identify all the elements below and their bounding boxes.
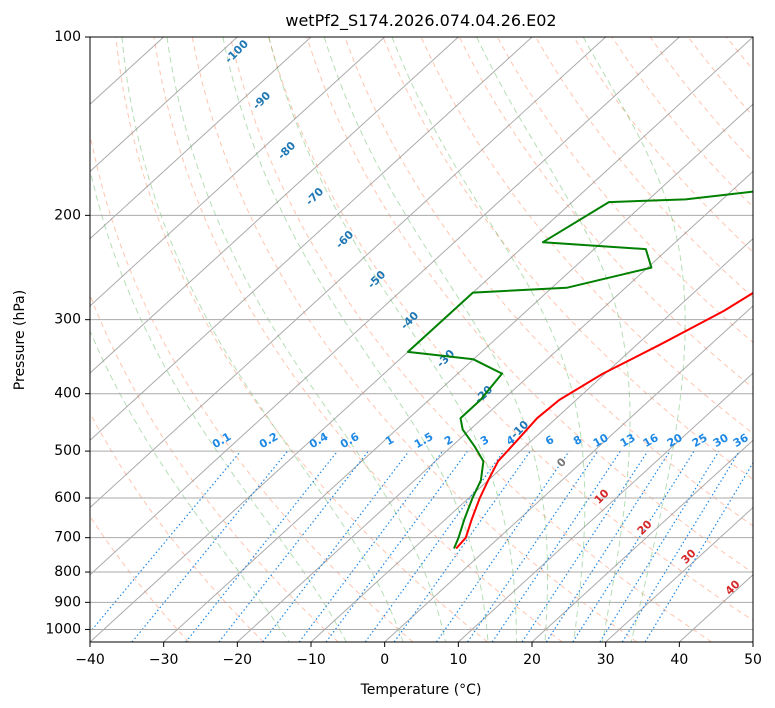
dry-adiabat (153, 37, 563, 642)
moist-adiabat (476, 37, 631, 642)
isotherm-line (752, 641, 753, 642)
mixing-ratio-line (393, 450, 531, 642)
isotherm-line (310, 237, 753, 642)
isotherm-line (90, 37, 533, 442)
y-tick-label: 700 (54, 530, 81, 546)
profile-line-1 (455, 291, 753, 550)
dry-adiabat (115, 37, 488, 642)
isotherm-line (163, 103, 753, 642)
x-tick-label: 10 (449, 652, 467, 668)
x-tick-label: 30 (597, 652, 615, 668)
dry-adiabat (306, 37, 753, 574)
mixing-ratio-line (90, 450, 242, 634)
moist-adiabat (323, 37, 548, 642)
mixing-ratio-line (644, 461, 753, 642)
dry-adiabat (765, 37, 775, 642)
isotherm-line (90, 37, 680, 576)
isotherm-line (457, 372, 753, 642)
isotherm-line (90, 37, 238, 173)
mixing-ratio-line (572, 450, 695, 642)
mixing-ratio-line (621, 450, 740, 642)
y-tick-label: 900 (54, 594, 81, 610)
dry-adiabat (191, 37, 638, 642)
x-tick-label: 40 (670, 652, 688, 668)
x-axis: −40 −30 −20 −10 0 10 20 30 40 50 (75, 642, 762, 668)
x-tick-label: 20 (523, 652, 541, 668)
y-axis-label: Pressure (hPa) (12, 290, 28, 390)
y-tick-label: 200 (54, 207, 81, 223)
dry-adiabat (90, 515, 190, 642)
y-tick-label: 400 (54, 386, 81, 402)
background-lines (90, 37, 775, 642)
mixing-ratio-line (185, 450, 339, 642)
moist-adiabat (222, 37, 489, 642)
y-tick-label: 100 (54, 29, 81, 45)
mixing-ratio-line (467, 450, 599, 642)
y-tick-label: 1000 (45, 621, 81, 637)
x-tick-label: −20 (223, 652, 253, 668)
mixing-ratio-line (435, 450, 570, 642)
isotherm-line (90, 37, 386, 307)
dry-adiabat (90, 293, 339, 642)
plot-area: -100-90-80-70-60-50-40-30-20-100.1 0.2 0.4… (89, 36, 775, 643)
moist-adiabat (90, 167, 347, 642)
isotherm-line (90, 37, 607, 509)
isotherm-line (384, 305, 753, 642)
moist-adiabat (268, 37, 517, 642)
pressure-grid (90, 37, 753, 630)
moist-adiabat (90, 329, 290, 642)
moist-adiabat (121, 37, 404, 642)
x-tick-label: 0 (380, 652, 389, 668)
dry-adiabat (496, 37, 753, 344)
isotherm-line (90, 37, 312, 240)
y-tick-label: 500 (54, 443, 81, 459)
x-tick-label: −10 (296, 652, 326, 668)
moist-adiabat (391, 37, 586, 642)
dry-adiabat (268, 37, 753, 622)
mixing-ratio-line (599, 450, 720, 642)
y-axis: 100 200 300 400 500 600 700 800 900 1000 (45, 29, 90, 637)
x-axis-label: Temperature (°C) (360, 682, 482, 698)
moist-adiabat (166, 37, 447, 642)
isotherm-line (90, 37, 459, 374)
dry-adiabat (458, 37, 753, 389)
plot-frame (89, 36, 754, 643)
chart-title: wetPf2_S174.2026.074.04.26.E02 (285, 11, 556, 31)
profile-series (406, 190, 753, 550)
x-tick-label: 50 (744, 652, 762, 668)
y-tick-label: 300 (54, 312, 81, 328)
moist-adiabat (582, 37, 686, 642)
isotherm-line (605, 506, 753, 642)
profile-line-2 (406, 190, 753, 549)
x-tick-label: −40 (75, 652, 105, 668)
y-tick-label: 800 (54, 564, 81, 580)
dry-adiabat (90, 412, 264, 642)
isotherm-line (236, 170, 753, 642)
isotherm-line (531, 439, 753, 642)
x-tick-label: −30 (149, 652, 179, 668)
mixing-ratio-line (218, 450, 369, 642)
mixing-ratio-line (262, 450, 410, 642)
mixing-ratio-line (131, 450, 289, 642)
y-tick-label: 600 (54, 490, 81, 506)
